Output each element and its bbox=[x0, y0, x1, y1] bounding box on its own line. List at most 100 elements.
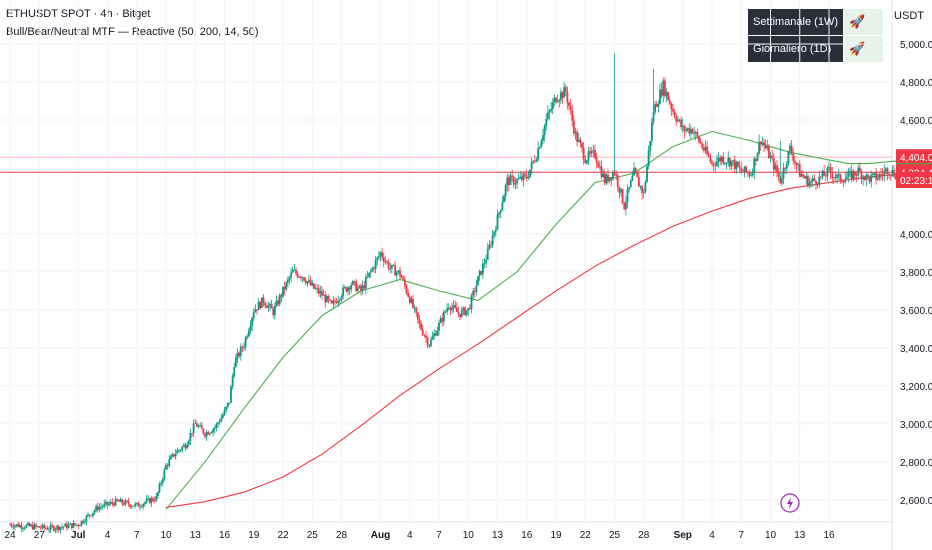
candle-body bbox=[15, 524, 18, 526]
candle-body bbox=[824, 175, 827, 177]
candle-body bbox=[296, 273, 299, 278]
candle-body bbox=[374, 260, 377, 270]
candle-body bbox=[335, 301, 338, 304]
candle-body bbox=[36, 526, 39, 528]
candle-body bbox=[397, 270, 400, 273]
candle-body bbox=[459, 314, 462, 317]
candle-body bbox=[438, 322, 440, 331]
candle-body bbox=[35, 524, 37, 527]
candle-body bbox=[155, 496, 158, 501]
candle-body bbox=[854, 171, 856, 176]
candle-body bbox=[207, 432, 210, 435]
candle-body bbox=[74, 523, 76, 525]
candle-body bbox=[620, 189, 622, 193]
candle-body bbox=[358, 285, 361, 288]
symbol-title: ETHUSDT SPOT · 4h · Bitget bbox=[6, 8, 151, 20]
candle-body bbox=[732, 159, 735, 161]
candle-body bbox=[639, 186, 642, 188]
candle-body bbox=[85, 515, 88, 522]
candle-body bbox=[631, 175, 634, 181]
candle-body bbox=[77, 524, 80, 527]
candle-body bbox=[780, 178, 783, 184]
candle-body bbox=[870, 175, 873, 182]
candle-body bbox=[688, 128, 691, 134]
candle-body bbox=[108, 503, 111, 505]
candle-body bbox=[514, 183, 517, 185]
candle-body bbox=[923, 174, 926, 176]
candle-body bbox=[148, 498, 151, 504]
candle-body bbox=[472, 290, 475, 296]
candle-body bbox=[103, 503, 106, 507]
candle-body bbox=[912, 178, 915, 179]
candle-body bbox=[535, 159, 538, 162]
candle-body bbox=[212, 429, 215, 433]
candle-body bbox=[363, 285, 366, 289]
candle-body bbox=[530, 161, 533, 170]
candle-body bbox=[878, 174, 881, 179]
price-badge bbox=[896, 163, 932, 180]
candle-body bbox=[511, 175, 514, 177]
candle-body bbox=[904, 173, 907, 179]
candle-body bbox=[54, 529, 57, 531]
candle-body bbox=[265, 305, 268, 308]
candle-body bbox=[839, 174, 842, 182]
candle-body bbox=[95, 506, 98, 511]
candle-body bbox=[156, 491, 159, 497]
candle-body bbox=[805, 175, 808, 179]
candle-body bbox=[707, 154, 710, 157]
candle-body bbox=[694, 131, 697, 134]
candle-body bbox=[576, 131, 579, 142]
x-tick-label: 10 bbox=[160, 530, 172, 541]
candle-body bbox=[257, 301, 260, 311]
candle-body bbox=[548, 110, 551, 113]
candle-body bbox=[507, 177, 510, 185]
candle-body bbox=[836, 174, 839, 178]
candle-body bbox=[772, 157, 775, 170]
indicator-title: Bull/Bear/Neutral MTF — Reactive (50, 20… bbox=[6, 26, 259, 38]
candle-body bbox=[49, 525, 52, 530]
candle-body bbox=[808, 182, 811, 187]
candle-body bbox=[39, 527, 42, 529]
candle-body bbox=[693, 133, 696, 135]
candle-body bbox=[65, 523, 68, 529]
candle-body bbox=[624, 202, 627, 210]
candle-body bbox=[680, 119, 683, 128]
candle-body bbox=[577, 139, 580, 142]
candle-body bbox=[152, 498, 154, 501]
candle-body bbox=[685, 129, 687, 132]
candle-body bbox=[525, 174, 528, 179]
candle-body bbox=[496, 214, 499, 230]
candle-body bbox=[215, 423, 218, 428]
candle-body bbox=[494, 229, 497, 232]
x-tick-label: 4 bbox=[105, 530, 111, 541]
candle-body bbox=[906, 178, 908, 182]
candle-body bbox=[551, 102, 554, 109]
candle-body bbox=[394, 265, 397, 276]
candle-body bbox=[17, 524, 20, 527]
candle-body bbox=[405, 285, 408, 293]
candle-body bbox=[153, 500, 156, 502]
candle-body bbox=[613, 172, 616, 175]
candle-body bbox=[433, 333, 436, 337]
candle-body bbox=[529, 169, 531, 178]
candle-body bbox=[457, 312, 460, 315]
candle-body bbox=[286, 279, 289, 283]
candle-body bbox=[171, 454, 174, 457]
candle-body bbox=[18, 525, 21, 527]
candle-body bbox=[724, 162, 726, 164]
candle-body bbox=[628, 187, 631, 190]
candle-body bbox=[828, 167, 830, 169]
candle-body bbox=[454, 305, 457, 308]
candle-body bbox=[910, 178, 913, 180]
candle-body bbox=[915, 173, 918, 175]
x-tick-label: 27 bbox=[34, 530, 46, 541]
candle-body bbox=[308, 280, 310, 282]
candle-body bbox=[582, 147, 585, 160]
candle-body bbox=[295, 269, 297, 274]
candle-body bbox=[100, 506, 102, 508]
candle-body bbox=[759, 141, 762, 145]
candle-body bbox=[338, 299, 341, 301]
candle-body bbox=[321, 291, 323, 296]
candle-body bbox=[169, 456, 172, 460]
currency-label[interactable]: USDT bbox=[894, 10, 924, 22]
